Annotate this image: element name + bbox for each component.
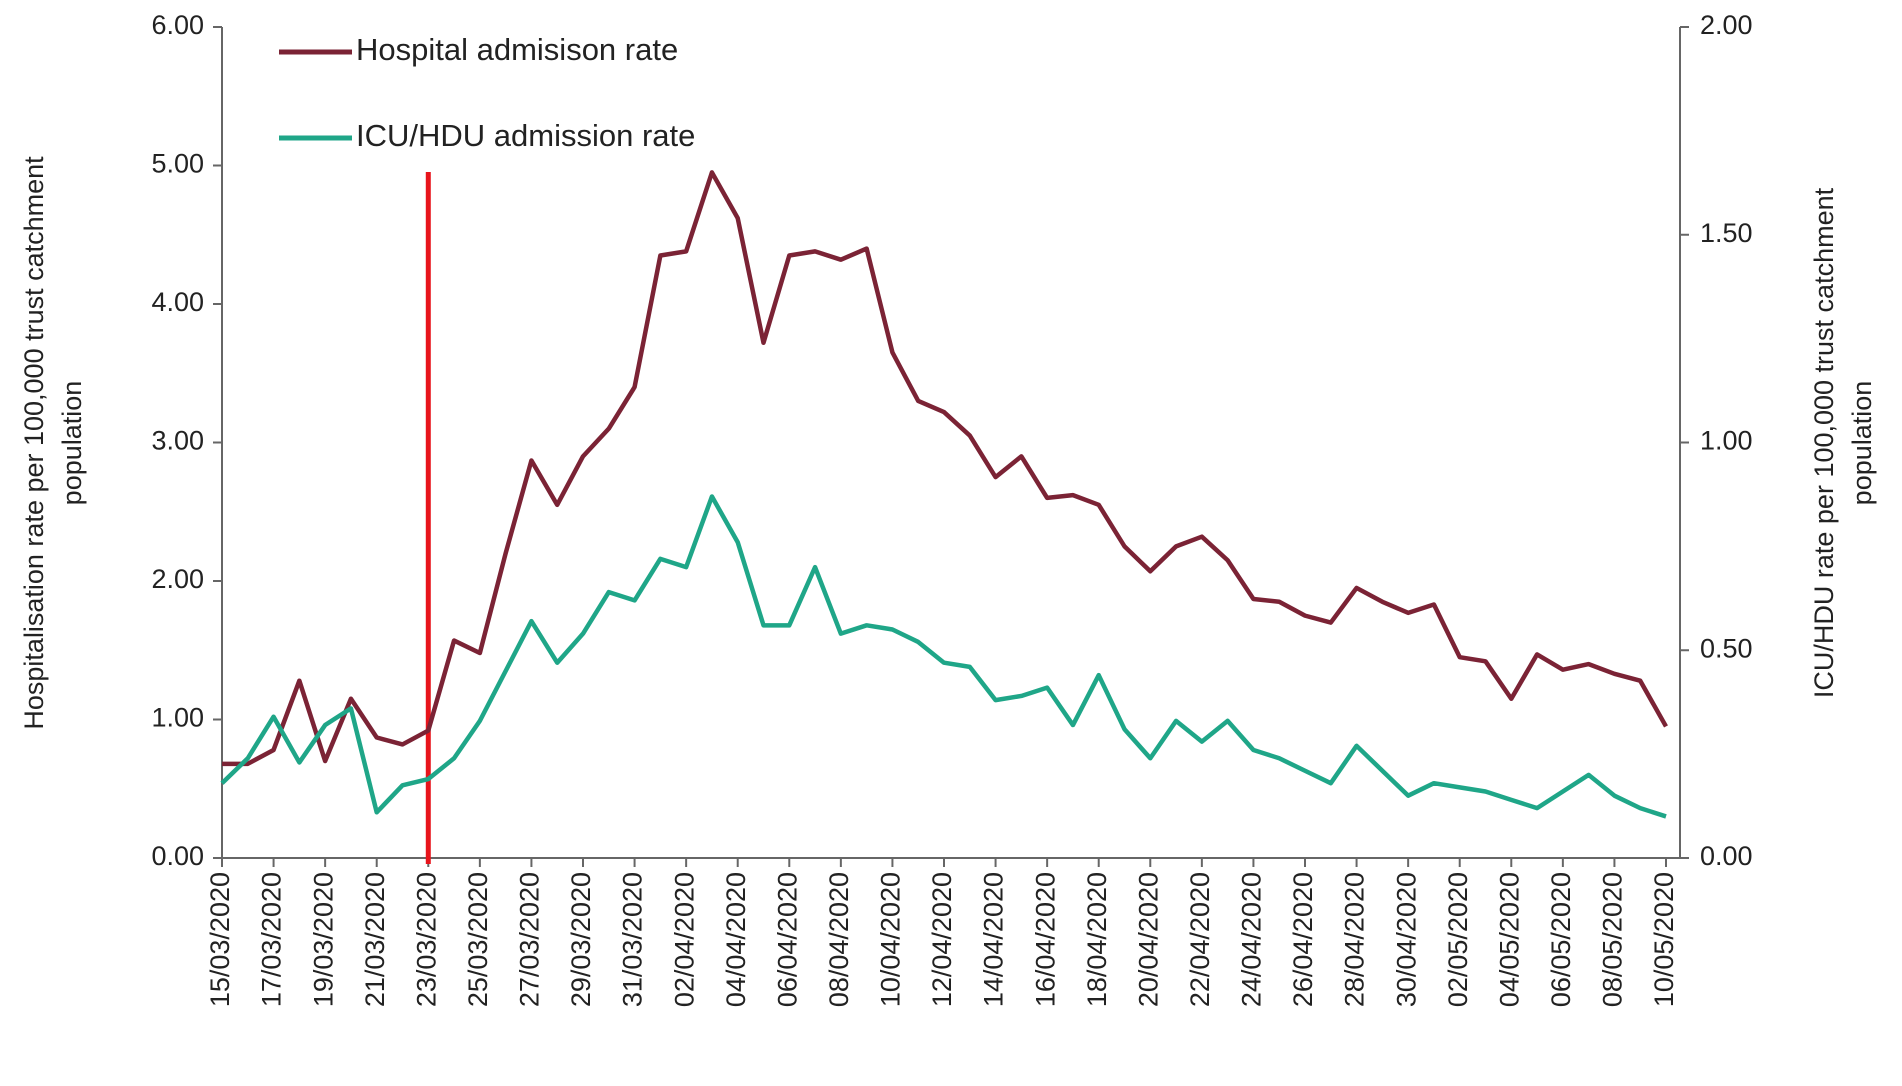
x-tick-label: 27/03/2020 [515,872,545,1007]
x-tick-label: 16/04/2020 [1030,872,1060,1007]
x-tick-label: 08/04/2020 [824,872,854,1007]
x-tick-label: 17/03/2020 [257,872,287,1007]
y-axis-title: Hospitalisation rate per 100,000 trust c… [19,156,49,730]
series-line [222,170,1668,767]
y-tick-label: 6.00 [151,10,204,40]
y2-tick-label: 2.00 [1700,10,1753,40]
y-axis-title: population [57,381,87,506]
x-tick-label: 24/04/2020 [1237,872,1267,1007]
x-tick-label: 25/03/2020 [463,872,493,1007]
x-tick-label: 12/04/2020 [927,872,957,1007]
y-tick-label: 4.00 [151,287,204,317]
x-tick-label: 18/04/2020 [1082,872,1112,1007]
x-tick-label: 19/03/2020 [308,872,338,1007]
x-tick-label: 06/05/2020 [1546,872,1576,1007]
y2-tick-label: 1.50 [1700,218,1753,248]
x-tick-label: 31/03/2020 [618,872,648,1007]
y2-axis-title: ICU/HDU rate per 100,000 trust catchment [1809,187,1839,698]
x-tick-label: 02/05/2020 [1443,872,1473,1007]
legend-label: Hospital admisison rate [356,32,678,67]
x-tick-label: 22/04/2020 [1185,872,1215,1007]
x-tick-label: 20/04/2020 [1133,872,1163,1007]
x-tick-label: 08/05/2020 [1598,872,1628,1007]
y2-axis-title: population [1847,381,1877,506]
legend-label: ICU/HDU admission rate [356,118,695,153]
y-tick-label: 5.00 [151,149,204,179]
y-tick-label: 0.00 [151,841,204,871]
x-tick-label: 15/03/2020 [205,872,235,1007]
y2-tick-label: 0.00 [1700,841,1753,871]
y-tick-label: 3.00 [151,426,204,456]
y2-tick-label: 1.00 [1700,426,1753,456]
x-tick-label: 30/04/2020 [1391,872,1421,1007]
x-tick-label: 02/04/2020 [669,872,699,1007]
x-tick-label: 21/03/2020 [360,872,390,1007]
y2-tick-label: 0.50 [1700,633,1753,663]
x-tick-label: 29/03/2020 [566,872,596,1007]
x-tick-label: 04/04/2020 [721,872,751,1007]
x-tick-label: 14/04/2020 [979,872,1009,1007]
x-tick-label: 04/05/2020 [1494,872,1524,1007]
x-tick-label: 23/03/2020 [411,872,441,1007]
x-tick-label: 26/04/2020 [1288,872,1318,1007]
y-tick-label: 2.00 [151,564,204,594]
x-tick-label: 06/04/2020 [772,872,802,1007]
y-tick-label: 1.00 [151,703,204,733]
x-tick-label: 10/04/2020 [876,872,906,1007]
series-line [220,494,1667,819]
x-tick-label: 10/05/2020 [1649,872,1679,1007]
x-tick-label: 28/04/2020 [1340,872,1370,1007]
